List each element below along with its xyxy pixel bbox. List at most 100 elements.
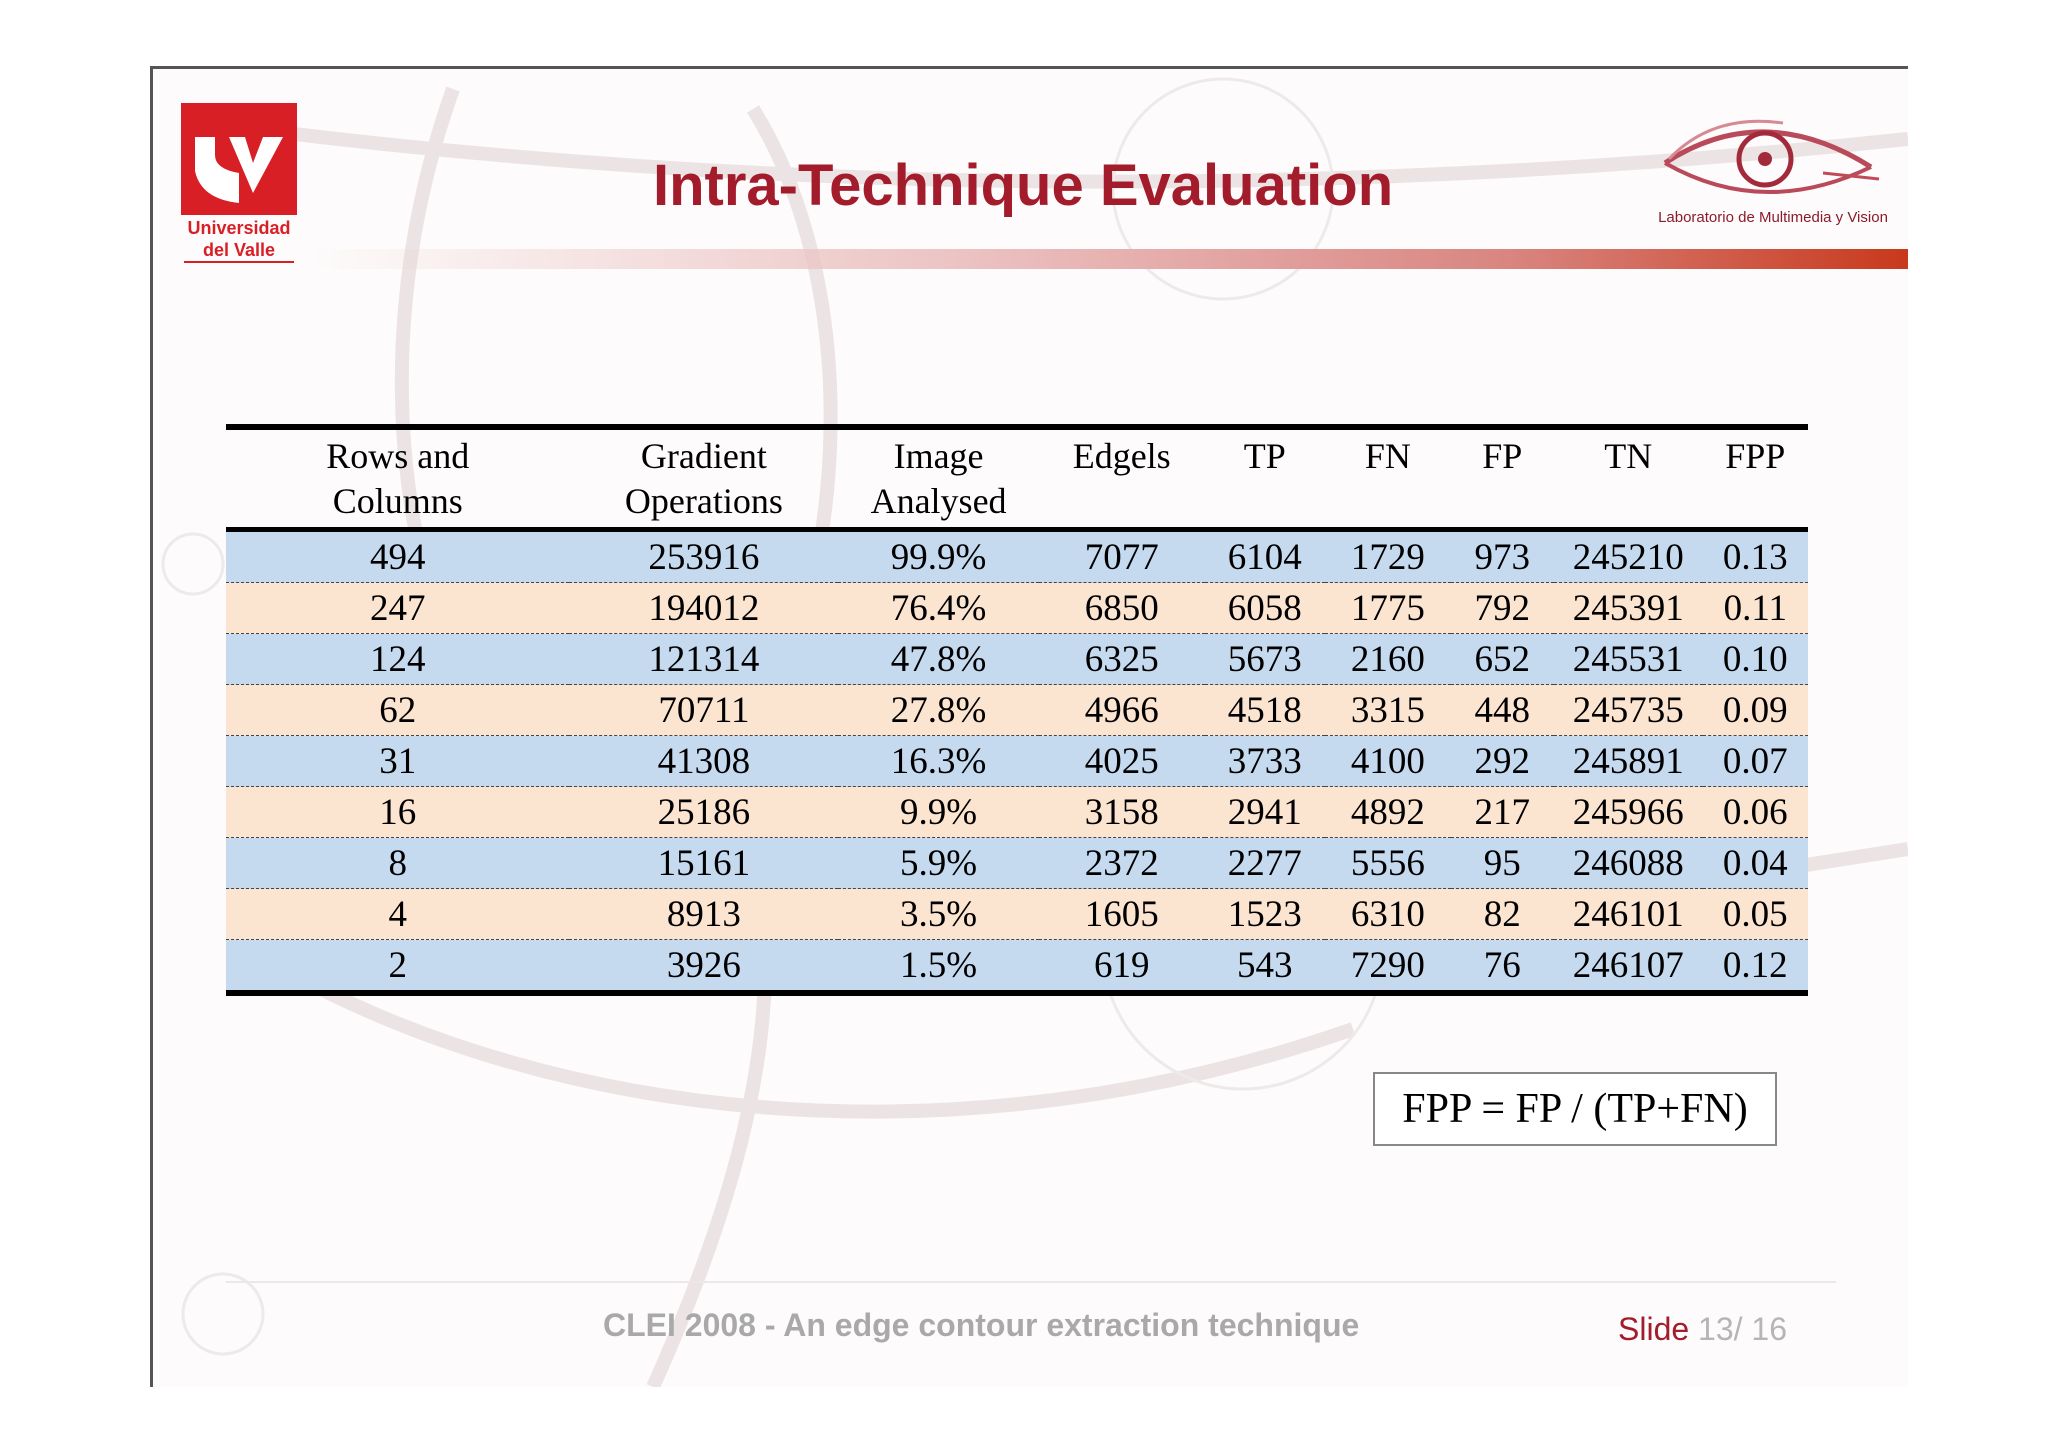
table-cell: 15161 bbox=[657, 842, 751, 884]
table-row: 8 15161 5.9% 2372 2277 5556 95 246088 0.04 bbox=[226, 837, 1808, 889]
column-header-line: TN bbox=[1604, 436, 1653, 476]
table-row: 494 253916 99.9% 7077 6104 1729 973 245210 0.13 bbox=[226, 529, 1808, 583]
table-cell: 4025 bbox=[1084, 740, 1159, 782]
table-cell: 95 bbox=[1483, 842, 1521, 884]
results-table: Rows and Columns Gradient Operations Image An… bbox=[226, 424, 1808, 996]
table-cell: 0.06 bbox=[1722, 791, 1788, 833]
column-header-line: Operations bbox=[624, 481, 783, 521]
column-header-line bbox=[1205, 479, 1325, 524]
table-cell: 246088 bbox=[1572, 842, 1684, 884]
table-cell: 0.11 bbox=[1723, 587, 1787, 629]
table-cell: 0.07 bbox=[1722, 740, 1788, 782]
table-cell: 5673 bbox=[1227, 638, 1302, 680]
table-cell: 6310 bbox=[1350, 893, 1425, 935]
column-header: TP bbox=[1205, 427, 1325, 530]
table-cell: 0.13 bbox=[1722, 536, 1788, 578]
table-cell: 9.9% bbox=[900, 791, 978, 833]
column-header: Rows and Columns bbox=[226, 427, 569, 530]
table-cell: 217 bbox=[1474, 791, 1531, 833]
column-header-line: FPP bbox=[1725, 436, 1786, 476]
table-row: 4 8913 3.5% 1605 1523 6310 82 246101 0.05 bbox=[226, 888, 1808, 940]
table-cell: 47.8% bbox=[890, 638, 987, 680]
column-header-line: Rows and bbox=[326, 436, 470, 476]
table-cell: 245891 bbox=[1572, 740, 1684, 782]
table-cell: 0.05 bbox=[1722, 893, 1788, 935]
table-cell: 121314 bbox=[648, 638, 760, 680]
table-cell: 245531 bbox=[1572, 638, 1684, 680]
slide-separator: / bbox=[1733, 1311, 1743, 1347]
univalle-name-line1: Universidad bbox=[187, 218, 291, 238]
results-table-container: Rows and Columns Gradient Operations Image An… bbox=[226, 424, 1808, 996]
column-header-line: FN bbox=[1364, 436, 1411, 476]
table-cell: 2 bbox=[388, 944, 407, 986]
table-header-row: Rows and Columns Gradient Operations Image An… bbox=[226, 427, 1808, 530]
table-cell: 8 bbox=[388, 842, 407, 884]
column-header: TN bbox=[1554, 427, 1703, 530]
table-cell: 76.4% bbox=[890, 587, 987, 629]
table-cell: 27.8% bbox=[890, 689, 987, 731]
table-cell: 2277 bbox=[1227, 842, 1302, 884]
univalle-logo: Universidad del Valle bbox=[181, 103, 297, 263]
table-cell: 1.5% bbox=[900, 944, 978, 986]
column-header: FN bbox=[1325, 427, 1451, 530]
column-header-line bbox=[1703, 479, 1808, 524]
column-header-line bbox=[1554, 479, 1703, 524]
column-header: FPP bbox=[1703, 427, 1808, 530]
table-cell: 7290 bbox=[1350, 944, 1425, 986]
table-cell: 5.9% bbox=[900, 842, 978, 884]
slide-label: Slide bbox=[1618, 1311, 1690, 1347]
column-header-line: TP bbox=[1243, 436, 1286, 476]
table-row: 247 194012 76.4% 6850 6058 1775 792 245391 0.11 bbox=[226, 582, 1808, 634]
table-cell: 99.9% bbox=[890, 536, 987, 578]
header-accent-bar bbox=[313, 249, 1908, 269]
table-cell: 82 bbox=[1483, 893, 1521, 935]
table-cell: 4892 bbox=[1350, 791, 1425, 833]
table-cell: 253916 bbox=[648, 536, 760, 578]
column-header-line: Edgels bbox=[1072, 436, 1171, 476]
table-cell: 247 bbox=[369, 587, 426, 629]
table-cell: 194012 bbox=[648, 587, 760, 629]
table-cell: 31 bbox=[379, 740, 417, 782]
table-cell: 5556 bbox=[1350, 842, 1425, 884]
table-cell: 4966 bbox=[1084, 689, 1159, 731]
table-cell: 4100 bbox=[1350, 740, 1425, 782]
table-cell: 3733 bbox=[1227, 740, 1302, 782]
table-cell: 543 bbox=[1237, 944, 1293, 986]
table-cell: 1729 bbox=[1350, 536, 1425, 578]
table-cell: 62 bbox=[379, 689, 417, 731]
table-cell: 124 bbox=[369, 638, 426, 680]
table-cell: 4 bbox=[388, 893, 407, 935]
table-cell: 4518 bbox=[1227, 689, 1302, 731]
table-cell: 6325 bbox=[1084, 638, 1159, 680]
column-header-line: Gradient bbox=[640, 436, 767, 476]
table-cell: 973 bbox=[1474, 536, 1531, 578]
slide: Universidad del Valle Intra-Technique Ev… bbox=[150, 66, 1908, 1387]
table-cell: 25186 bbox=[657, 791, 751, 833]
table-cell: 0.10 bbox=[1722, 638, 1788, 680]
table-cell: 3158 bbox=[1084, 791, 1159, 833]
background-watermark bbox=[161, 77, 1908, 1387]
column-header-line bbox=[1325, 479, 1451, 524]
fpp-formula-box: FPP = FP / (TP+FN) bbox=[1373, 1072, 1777, 1146]
table-cell: 246107 bbox=[1572, 944, 1684, 986]
table-row: 16 25186 9.9% 3158 2941 4892 217 245966 0.06 bbox=[226, 786, 1808, 838]
column-header-line bbox=[1451, 479, 1554, 524]
table-cell: 1775 bbox=[1350, 587, 1425, 629]
column-header-line bbox=[1039, 479, 1205, 524]
table-cell: 448 bbox=[1474, 689, 1531, 731]
table-cell: 0.04 bbox=[1722, 842, 1788, 884]
table-cell: 6058 bbox=[1227, 587, 1302, 629]
column-header: Edgels bbox=[1039, 427, 1205, 530]
table-cell: 2941 bbox=[1227, 791, 1302, 833]
table-cell: 494 bbox=[369, 536, 426, 578]
table-cell: 8913 bbox=[666, 893, 741, 935]
table-cell: 7077 bbox=[1084, 536, 1159, 578]
lab-caption: Laboratorio de Multimedia y Vision bbox=[1658, 209, 1888, 226]
table-cell: 41308 bbox=[657, 740, 751, 782]
column-header-line: FP bbox=[1482, 436, 1523, 476]
column-header: Gradient Operations bbox=[569, 427, 838, 530]
slide-total: 16 bbox=[1751, 1311, 1788, 1347]
table-cell: 245735 bbox=[1572, 689, 1684, 731]
table-cell: 3926 bbox=[666, 944, 741, 986]
table-cell: 1523 bbox=[1227, 893, 1302, 935]
